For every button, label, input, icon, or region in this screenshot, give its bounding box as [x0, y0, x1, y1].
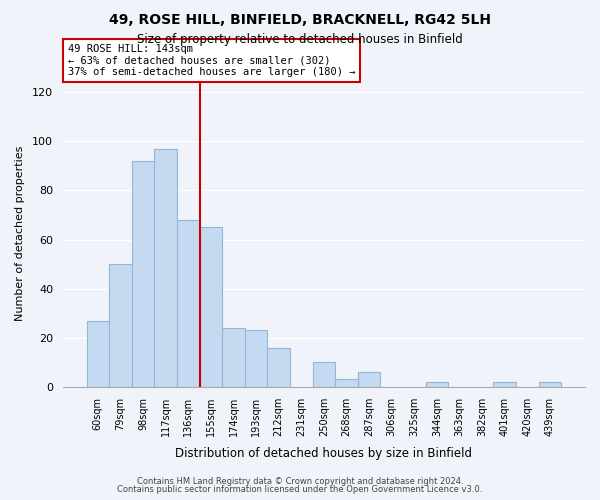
Bar	[493, 382, 516, 387]
X-axis label: Distribution of detached houses by size in Binfield: Distribution of detached houses by size …	[175, 447, 472, 460]
Bar	[154, 148, 177, 387]
Bar	[335, 380, 358, 387]
Bar	[539, 382, 561, 387]
Bar	[425, 382, 448, 387]
Y-axis label: Number of detached properties: Number of detached properties	[15, 146, 25, 321]
Bar	[177, 220, 200, 387]
Bar	[200, 228, 222, 387]
Text: Size of property relative to detached houses in Binfield: Size of property relative to detached ho…	[137, 32, 463, 46]
Text: Contains HM Land Registry data © Crown copyright and database right 2024.: Contains HM Land Registry data © Crown c…	[137, 477, 463, 486]
Bar	[109, 264, 132, 387]
Bar	[245, 330, 268, 387]
Bar	[358, 372, 380, 387]
Bar	[313, 362, 335, 387]
Bar	[268, 348, 290, 387]
Bar	[132, 161, 154, 387]
Text: 49, ROSE HILL, BINFIELD, BRACKNELL, RG42 5LH: 49, ROSE HILL, BINFIELD, BRACKNELL, RG42…	[109, 12, 491, 26]
Bar	[86, 320, 109, 387]
Bar	[222, 328, 245, 387]
Text: Contains public sector information licensed under the Open Government Licence v3: Contains public sector information licen…	[118, 484, 482, 494]
Text: 49 ROSE HILL: 143sqm
← 63% of detached houses are smaller (302)
37% of semi-deta: 49 ROSE HILL: 143sqm ← 63% of detached h…	[68, 44, 356, 77]
